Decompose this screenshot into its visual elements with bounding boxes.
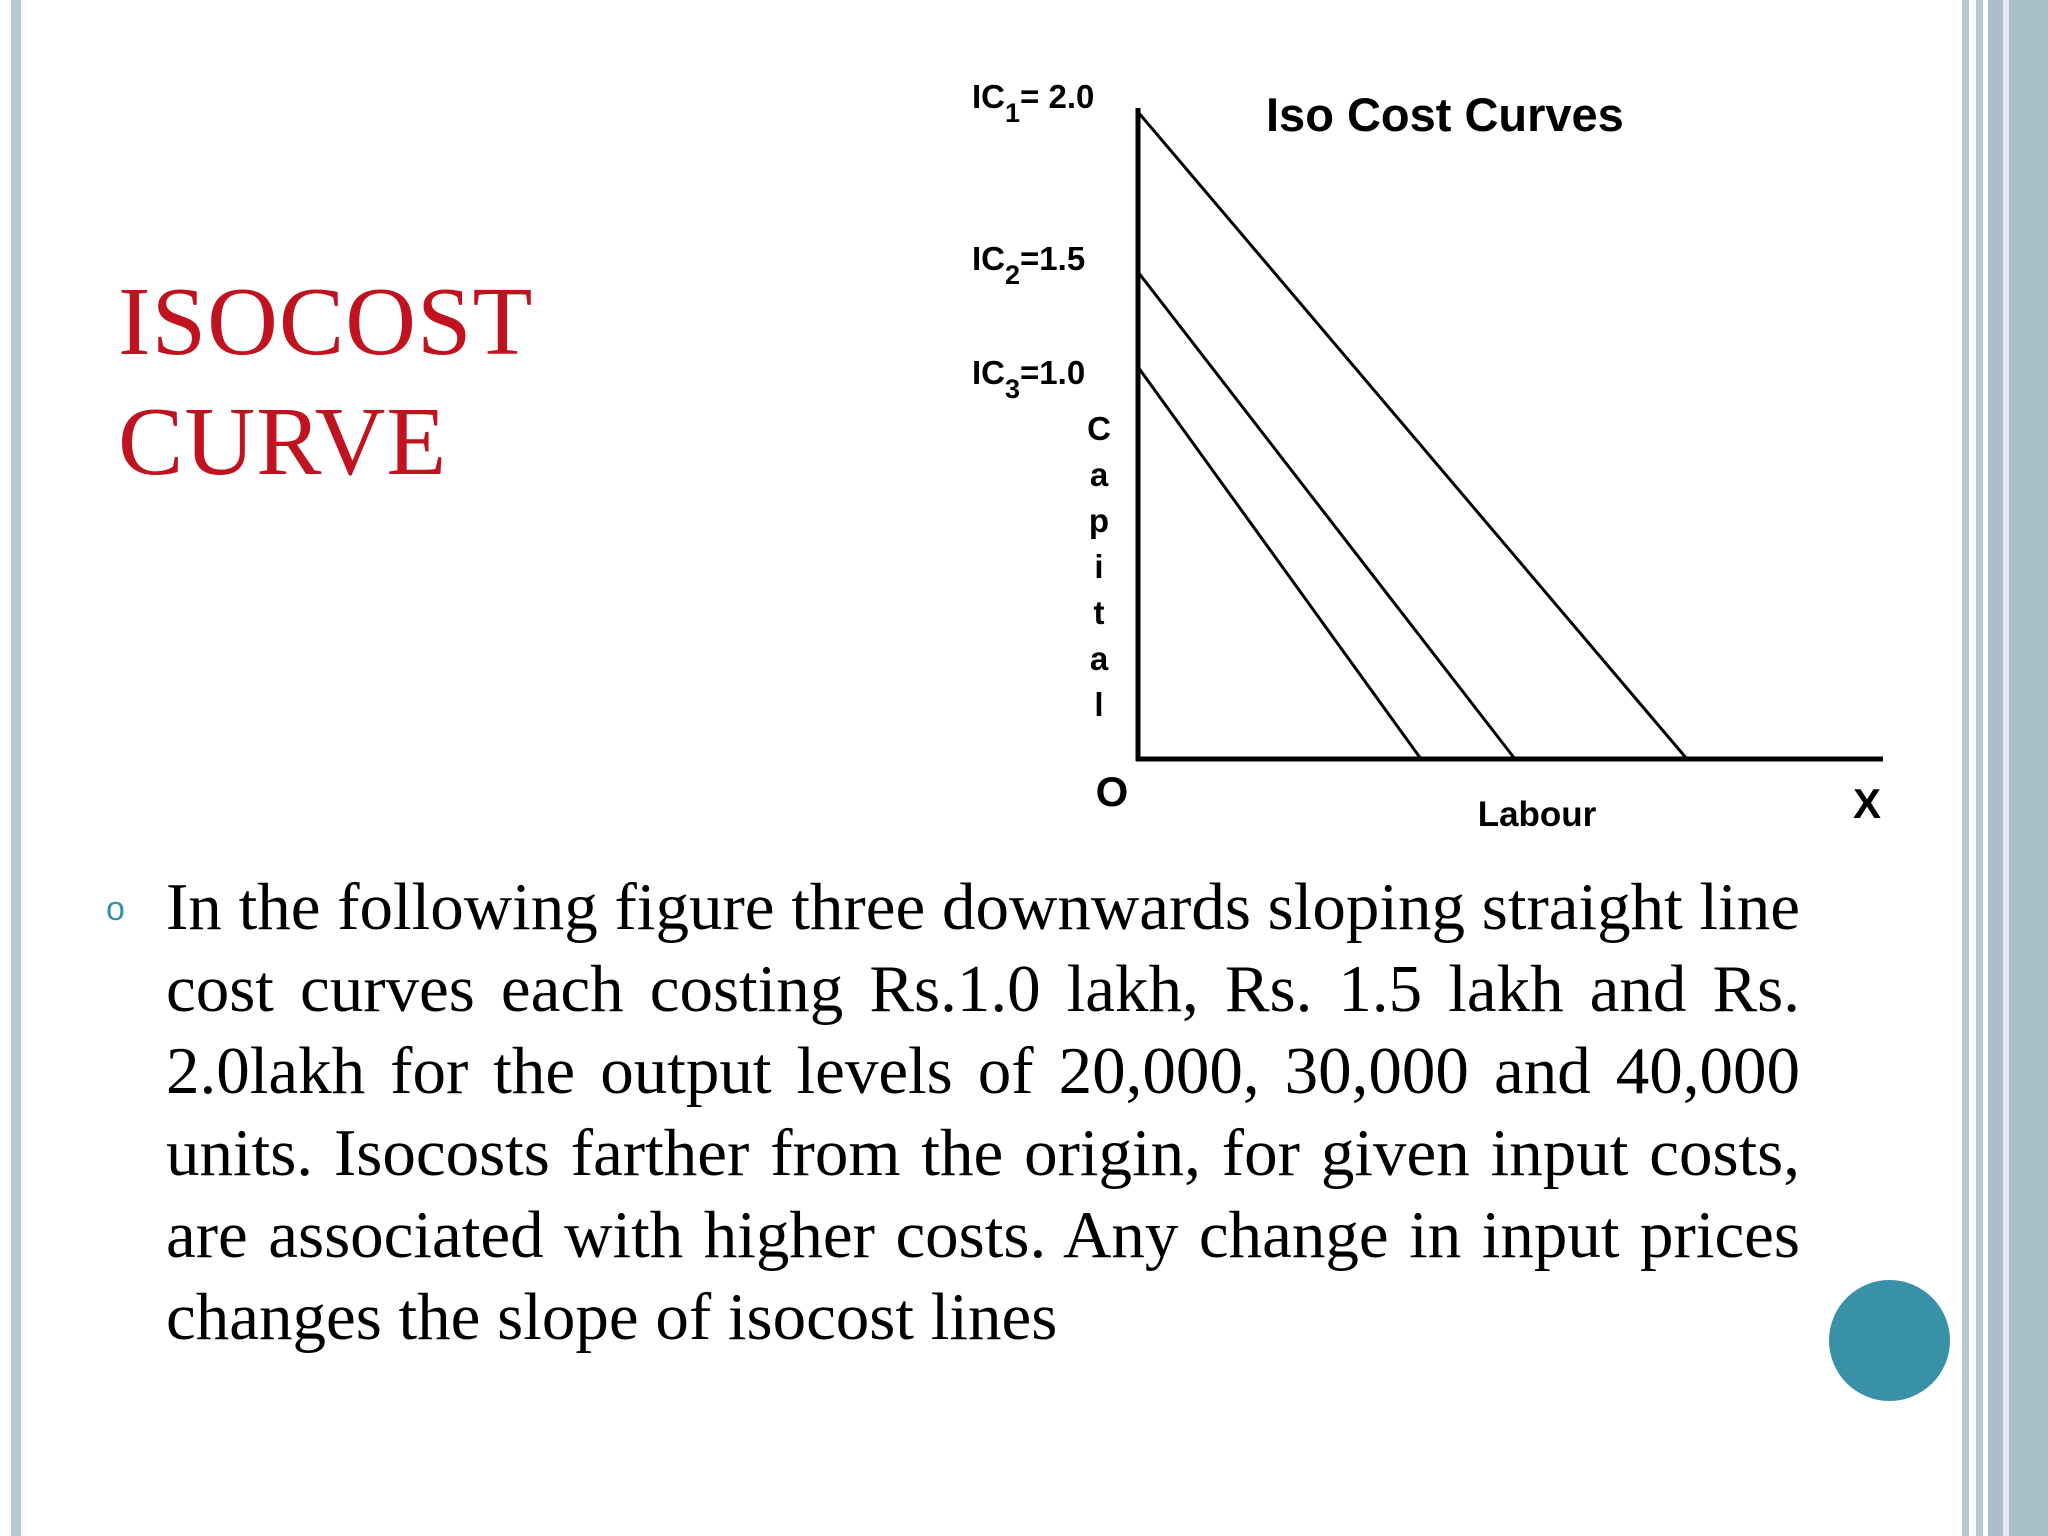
y-axis-label-letter: a [1090, 456, 1109, 493]
body-paragraph: In the following figure three downwards … [166, 870, 1800, 1354]
slide-title: ISOCOST CURVE [118, 262, 718, 502]
frame-right-stripe [1976, 0, 1983, 1536]
isocost-line-ic1 [1136, 111, 1689, 760]
y-axis-label-letter: i [1094, 548, 1103, 585]
y-axis-label-letter: t [1094, 594, 1105, 631]
curve-label-ic3: IC3=1.0 [972, 354, 1085, 404]
curve-label-ic2: IC2=1.5 [972, 240, 1085, 290]
y-axis-label-letter: p [1089, 502, 1109, 539]
isocost-diagram: Iso Cost Curves IC1= 2.0 IC2=1.5 IC3=1.0… [972, 78, 1883, 834]
svg-text:IC1= 2.0: IC1= 2.0 [972, 78, 1094, 128]
frame-left-border [11, 0, 21, 1536]
accent-circle [1829, 1280, 1950, 1401]
curve-label-ic1: IC1= 2.0 [972, 78, 1094, 128]
frame-right-stripe [1962, 0, 1969, 1536]
origin-label: O [1096, 768, 1129, 815]
isocost-line-ic3 [1136, 366, 1423, 760]
y-axis-label-letter: C [1087, 410, 1111, 447]
frame-right-inner-line [2003, 0, 2009, 1536]
y-axis-label-letter: a [1090, 640, 1109, 677]
isocost-line-ic2 [1136, 271, 1517, 760]
svg-text:IC2=1.5: IC2=1.5 [972, 240, 1085, 290]
svg-text:IC3=1.0: IC3=1.0 [972, 354, 1085, 404]
title-line-1: ISOCOST [118, 268, 534, 376]
x-axis-end-label: X [1853, 780, 1881, 827]
y-axis-label-letter: l [1094, 686, 1103, 723]
diagram-title: Iso Cost Curves [1266, 88, 1624, 141]
x-axis-label: Labour [1478, 795, 1597, 834]
frame-right-band [1988, 0, 2048, 1536]
title-line-2: CURVE [118, 388, 448, 496]
bullet-marker: o [106, 890, 125, 928]
